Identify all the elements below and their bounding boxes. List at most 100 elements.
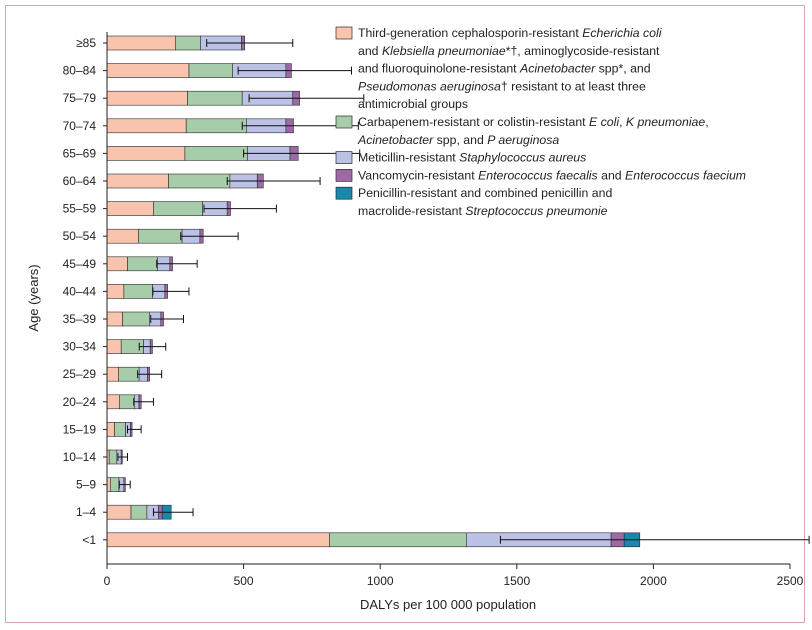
bar-segment (123, 284, 153, 299)
legend-swatch (335, 115, 353, 129)
legend-entry: Carbapenem-resistant or colistin-resista… (335, 115, 709, 147)
legend-label: and fluoroquinolone-resistant Acinetobac… (358, 62, 651, 76)
y-category-label: 30–34 (63, 340, 97, 354)
legend-swatch (335, 26, 353, 40)
error-bar (137, 370, 163, 379)
y-category-labels-layer: ≥85 80–84 75–79 70–74 65–69 60–64 55–59 50–54 45… (63, 36, 107, 547)
legend-swatch (335, 151, 353, 164)
error-bar (206, 39, 294, 47)
y-category-label: 5–9 (76, 478, 96, 492)
x-tick-label: 1500 (503, 574, 530, 588)
bar-segment (168, 173, 231, 189)
bar-segment (119, 394, 135, 410)
error-bar (156, 259, 198, 268)
axes-layer (106, 32, 790, 565)
bar-segment (106, 532, 330, 548)
error-bars-layer (117, 39, 810, 544)
y-category-label: 70–74 (63, 119, 97, 133)
bar-segment (108, 449, 118, 465)
figure-frame (5, 5, 805, 623)
y-category-label: 40–44 (63, 284, 97, 298)
error-bar (226, 177, 321, 185)
y-category-label: 10–14 (63, 450, 97, 464)
y-category-label: 80–84 (63, 64, 97, 78)
legend-label: Penicillin-resistant and combined penici… (358, 186, 612, 200)
bar-segment (188, 63, 234, 78)
legend-label: Acinetobacter spp, and P aeruginosa (357, 133, 559, 147)
legend-label: Pseudomonas aeruginosa† resistant to at … (358, 79, 646, 93)
legend-label: Carbapenem-resistant or colistin-resista… (358, 115, 709, 129)
error-bar (499, 535, 810, 544)
error-bar (152, 287, 190, 296)
y-category-label: 65–69 (63, 146, 97, 160)
y-category-label: 50–54 (63, 229, 97, 243)
y-category-label: 75–79 (63, 91, 97, 105)
bar-segment (106, 394, 120, 410)
x-tick-label: 2500 (777, 574, 804, 588)
bar-segment (110, 477, 120, 492)
bar-segment (106, 311, 123, 327)
bar-segment (184, 146, 248, 161)
error-bar (180, 232, 239, 241)
legend-label: Third-generation cephalosporin-resistant… (358, 26, 663, 40)
bar-segment (153, 201, 203, 216)
bar-segment (106, 228, 139, 244)
bar-segment (130, 504, 148, 520)
error-bar (117, 453, 128, 461)
legend-entry: Meticillin-resistant Staphylococcus aure… (335, 151, 586, 165)
bar-segment (106, 422, 115, 437)
x-tick-label: 0 (104, 574, 111, 588)
bar-segment (127, 256, 158, 272)
bar-segment (106, 118, 187, 134)
x-tick-label: 500 (234, 574, 254, 588)
x-tick-label: 2000 (640, 574, 667, 588)
legend-label: Vancomycin-resistant Enterococcus faecal… (358, 168, 746, 182)
bar-segment (106, 90, 188, 106)
y-category-label: 55–59 (63, 202, 97, 216)
y-category-label: 45–49 (63, 257, 97, 271)
error-bar (152, 508, 194, 517)
error-bar (138, 342, 167, 351)
bar-segment (114, 422, 126, 437)
legend-entry: Vancomycin-resistant Enterococcus faecal… (335, 168, 746, 182)
bar-segment (106, 35, 176, 51)
error-bar (126, 425, 142, 434)
bar-segment (106, 63, 190, 78)
legend-label: Meticillin-resistant Staphylococcus aure… (358, 151, 586, 165)
y-category-label: 60–64 (63, 174, 97, 188)
bar-segment (138, 228, 183, 244)
y-category-label: 20–24 (63, 395, 97, 409)
y-category-label: ≥85 (76, 36, 96, 50)
y-category-label: 35–39 (63, 312, 97, 326)
x-axis-title: DALYs per 100 000 population (360, 597, 536, 612)
x-ticks-layer: 0 500 1000 1500 2000 2500 (104, 564, 804, 588)
y-category-label: 1–4 (76, 505, 96, 519)
bar-segment (175, 35, 201, 51)
bar-segment (122, 311, 150, 327)
legend-label: macrolide-resistant Streptococcus pneumo… (358, 204, 608, 218)
error-bar (133, 397, 154, 406)
bar-segment (106, 284, 125, 299)
y-axis-title: Age (years) (26, 264, 41, 331)
error-bar (118, 480, 131, 489)
x-tick-label: 1000 (367, 574, 394, 588)
legend-swatch (335, 186, 353, 200)
legend-label: and Klebsiella pneumoniae*†, aminoglycos… (358, 44, 660, 58)
bar-segment (106, 366, 119, 382)
bar-segment (185, 118, 247, 134)
bar-segment (106, 201, 154, 216)
y-category-label: <1 (82, 533, 96, 547)
bar-segment (106, 339, 122, 354)
error-bar (248, 94, 365, 103)
bar-segment (106, 146, 186, 161)
legend-entry: Penicillin-resistant and combined penici… (335, 186, 612, 218)
y-category-label: 25–29 (63, 367, 97, 381)
y-category-label: 15–19 (63, 422, 97, 436)
bar-segment (118, 366, 140, 382)
legend-entry: Third-generation cephalosporin-resistant… (335, 26, 663, 111)
legend-swatch (335, 169, 353, 182)
error-bar (237, 66, 353, 75)
bar-segment (187, 90, 243, 106)
bar-segment (106, 504, 132, 520)
